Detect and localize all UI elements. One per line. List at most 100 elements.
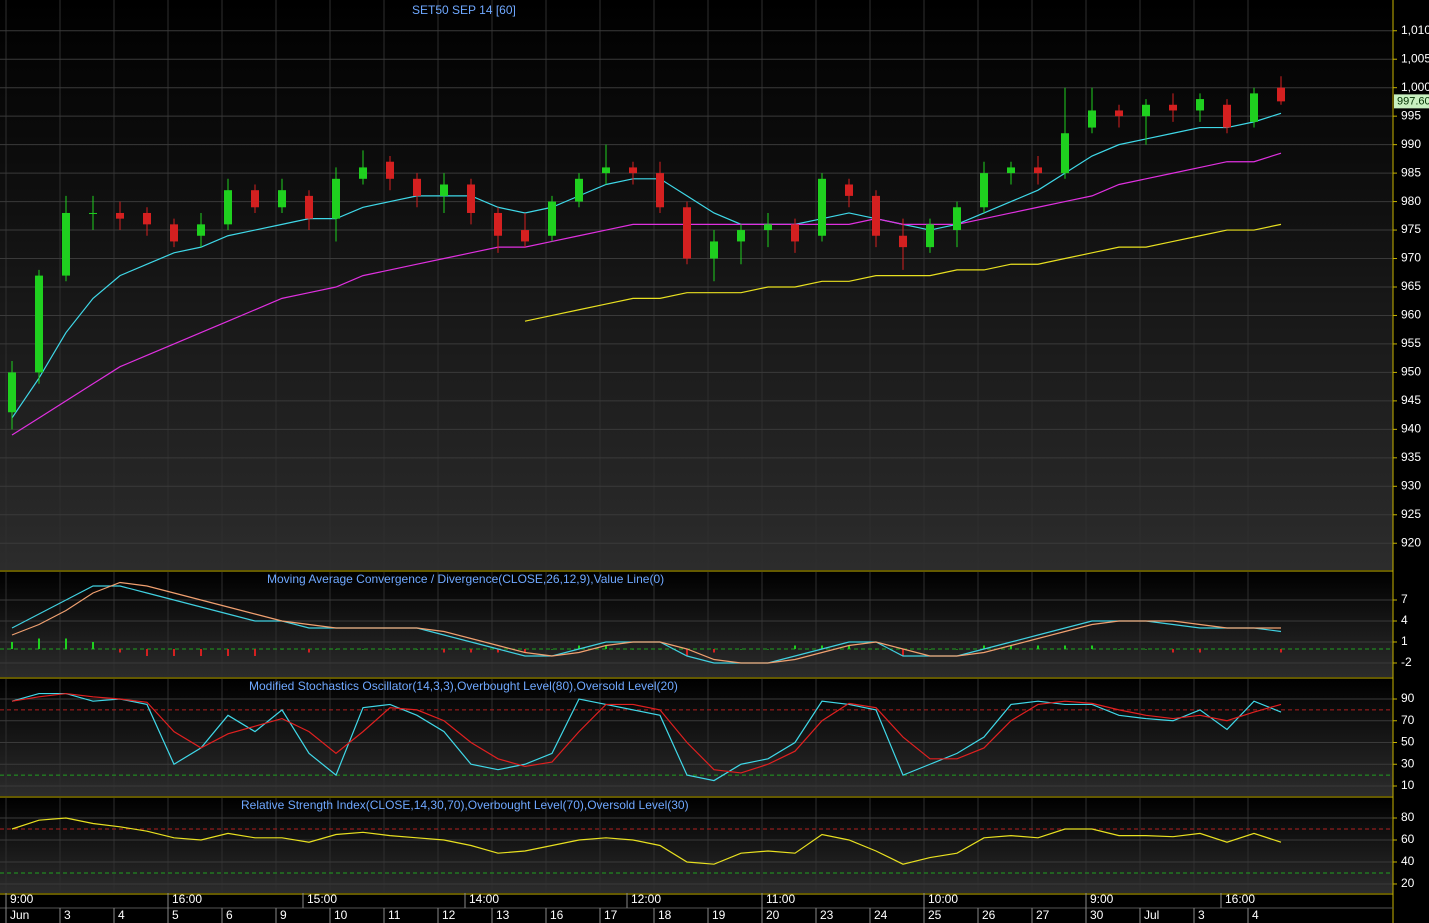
indicator-line [11,692,1282,774]
panel-background [0,572,1393,677]
histogram-bar [470,649,472,653]
candle-body [1223,104,1231,128]
candle-body [899,235,907,248]
date-label: 4 [118,908,125,922]
indicator-line [11,692,1282,782]
histogram-bar [308,649,310,653]
histogram-bar [227,649,229,656]
date-label: 5 [172,908,179,922]
histogram-bar [1091,645,1093,649]
histogram-bar [38,638,40,649]
candle-body [1115,110,1123,117]
date-label: 23 [820,908,834,922]
histogram-bar [416,649,418,650]
histogram-bar [200,649,202,656]
y-tick-label: 990 [1401,137,1421,151]
candle-body [143,212,151,225]
histogram-bar [281,649,283,650]
candle-body [683,207,691,259]
last-price-box [1394,94,1429,109]
candle-body [710,241,718,259]
candle-body [8,372,16,413]
histogram-bar [362,649,364,650]
candle-body [872,195,880,236]
y-tick-label: 980 [1401,194,1421,208]
time-label: 12:00 [631,892,661,906]
y-tick-label: 965 [1401,279,1421,293]
time-label: 16:00 [1225,892,1255,906]
date-label: 10 [334,908,348,922]
candle-body [656,173,664,208]
date-label: 3 [1198,908,1205,922]
y-tick-label: 1 [1401,634,1408,648]
panel-background [0,0,1393,570]
histogram-bar [11,642,13,649]
histogram-bar [659,649,661,650]
candle-body [602,167,610,174]
candle-body [926,224,934,248]
histogram-bar [254,649,256,656]
date-label: 13 [496,908,510,922]
date-label: 27 [1036,908,1050,922]
date-label: 11 [388,908,401,922]
histogram-bar [848,645,850,649]
y-tick-label: 7 [1401,592,1408,606]
y-tick-label: 60 [1401,832,1415,846]
candle-body [1250,93,1258,122]
candle-body [197,224,205,236]
histogram-bar [524,649,526,653]
candle-body [278,190,286,208]
histogram-bar [1226,649,1228,650]
date-label: 6 [226,908,233,922]
indicator-line [11,112,1282,419]
histogram-bar [335,649,337,650]
candle-body [359,167,367,179]
candle-body [548,201,556,236]
date-label: 30 [1090,908,1104,922]
y-tick-label: 4 [1401,613,1408,627]
candle-body [629,167,637,174]
histogram-bar [578,645,580,649]
time-label: 15:00 [307,892,337,906]
histogram-bar [92,642,94,649]
histogram-bar [173,649,175,656]
histogram-bar [389,649,391,650]
y-tick-label: 40 [1401,854,1415,868]
histogram-bar [794,645,796,649]
candle-body [818,178,826,236]
y-tick-label: 955 [1401,336,1421,350]
histogram-bar [983,645,985,649]
histogram-bar [1199,649,1201,653]
histogram-bar [1280,649,1282,653]
date-label: 24 [874,908,888,922]
y-tick-label: 970 [1401,251,1421,265]
histogram-bar [65,638,67,649]
date-label: 25 [928,908,942,922]
indicator-line [11,152,1282,436]
date-label: 17 [604,908,618,922]
candle-body [575,178,583,202]
date-label: 26 [982,908,996,922]
candle-body [251,190,259,208]
panel-title: Modified Stochastics Oscillator(14,3,3),… [249,679,678,693]
y-tick-label: 975 [1401,222,1421,236]
histogram-bar [713,649,715,653]
indicator-line [11,817,1282,865]
candle-body [440,184,448,196]
histogram-bar [443,649,445,653]
y-tick-label: 920 [1401,535,1421,549]
panel-background [0,798,1393,893]
candle-body [386,161,394,179]
candle-body [413,178,421,196]
histogram-bar [605,645,607,649]
candle-body [1277,87,1285,102]
histogram-bar [1172,649,1174,653]
candle-body [1196,99,1204,111]
time-label: 10:00 [928,892,958,906]
candle-body [1169,104,1177,111]
candle-body [494,212,502,236]
candle-body [305,195,313,219]
date-label: 12 [442,908,456,922]
y-tick-label: 940 [1401,422,1421,436]
